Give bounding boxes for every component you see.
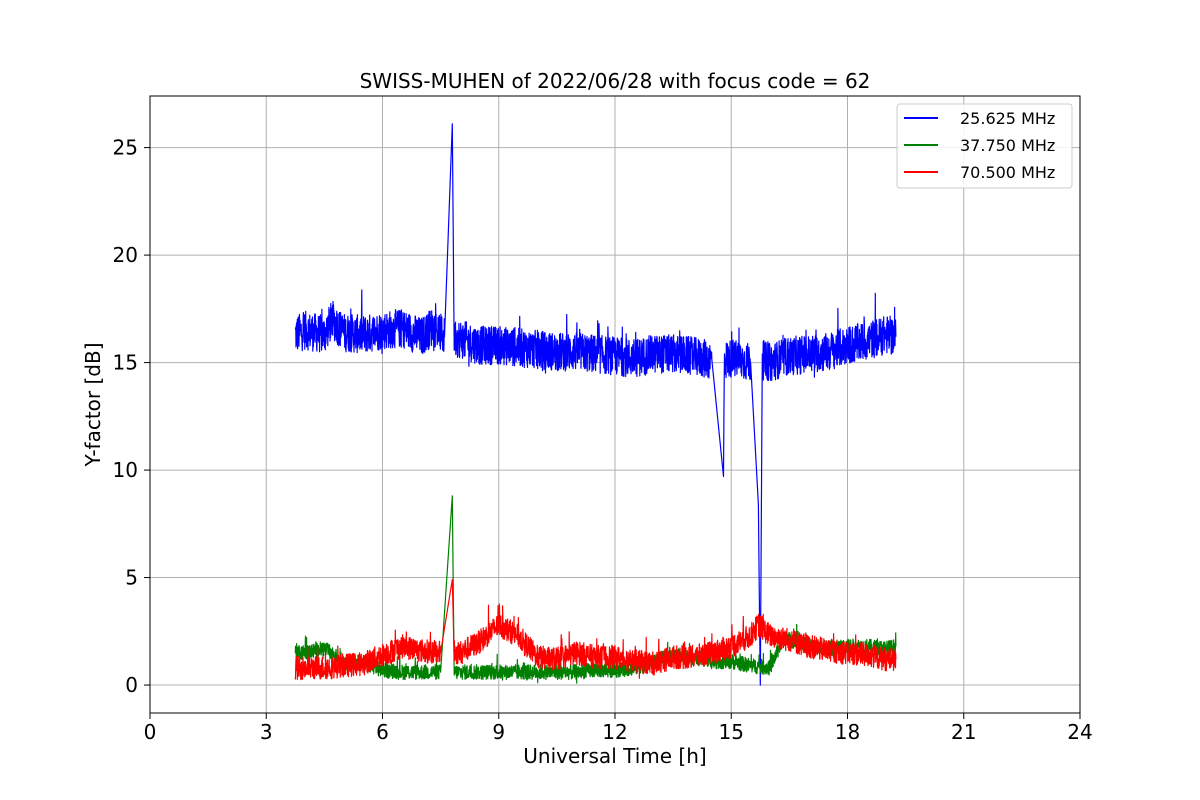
legend: 25.625 MHz 37.750 MHz 70.500 MHz [896,103,1073,189]
x-tick-label: 6 [376,720,389,744]
legend-label-0: 25.625 MHz [960,109,1055,128]
legend-box [896,103,1073,189]
series-line-2 [294,579,897,681]
x-tick-label: 0 [144,720,157,744]
grid [149,96,1081,713]
y-tick-label: 15 [113,351,138,375]
chart-title: SWISS-MUHEN of 2022/06/28 with focus cod… [360,69,871,93]
x-tick-label: 12 [602,720,627,744]
series-line-1 [294,495,897,684]
x-tick-label: 21 [951,720,976,744]
legend-label-1: 37.750 MHz [960,136,1055,155]
x-tick-label: 24 [1067,720,1092,744]
x-axis-label: Universal Time [h] [523,744,706,768]
x-tick-label: 18 [835,720,860,744]
y-tick-label: 5 [125,566,138,590]
y-tick-label: 25 [113,136,138,160]
x-tick-label: 9 [492,720,505,744]
y-axis-label: Y-factor [dB] [81,342,105,467]
x-tick-label: 15 [719,720,744,744]
ticks: 0 3 6 9 12 15 18 21 24 0 5 10 15 20 25 [113,136,1093,744]
y-tick-label: 10 [113,458,138,482]
legend-label-2: 70.500 MHz [960,163,1055,182]
y-tick-label: 0 [125,673,138,697]
y-tick-label: 20 [113,243,138,267]
series-line-0 [294,123,897,686]
series-layer [294,123,897,686]
x-tick-label: 3 [260,720,273,744]
